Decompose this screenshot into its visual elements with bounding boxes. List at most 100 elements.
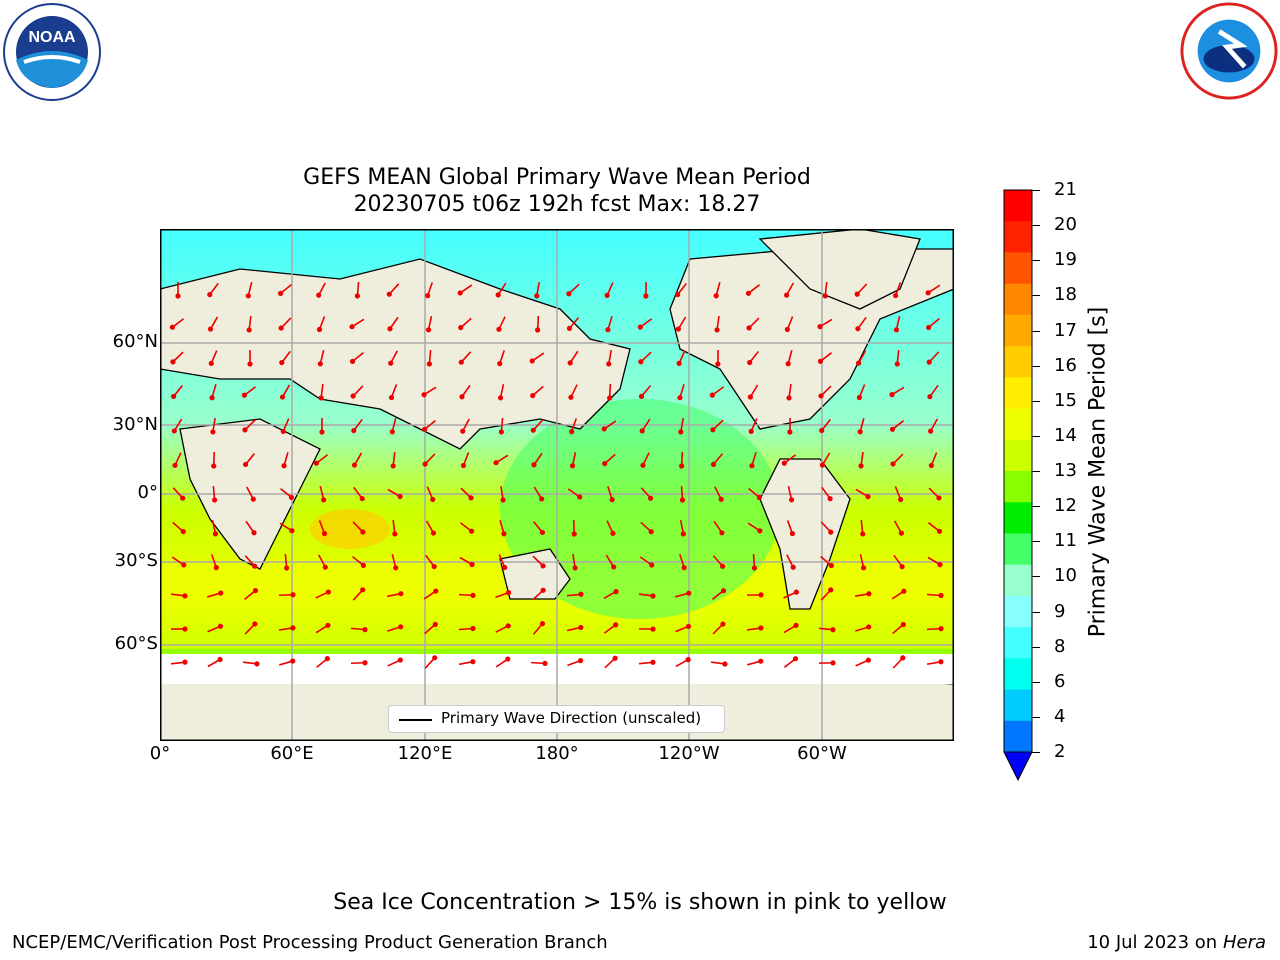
- wave-arrow-head: [938, 626, 944, 632]
- colorbar-swatch: [1004, 283, 1032, 316]
- wave-arrow-head: [569, 429, 575, 435]
- wave-arrow-head: [790, 564, 796, 570]
- wave-arrow-head: [539, 529, 546, 536]
- wave-arrow-head: [788, 497, 795, 503]
- colorbar-tick-label: 16: [1054, 354, 1077, 376]
- colorbar-tick-label: 6: [1054, 670, 1066, 692]
- legend-line-sample: [399, 719, 432, 721]
- wave-arrow-head: [171, 428, 177, 434]
- wave-arrow-head: [325, 622, 331, 628]
- wave-arrow-head: [926, 324, 932, 331]
- wave-arrow-head: [252, 621, 258, 627]
- colorbar-tick-label: 19: [1054, 249, 1077, 271]
- lat-label-60s: 60°S: [114, 633, 158, 654]
- wave-arrow-head: [180, 495, 186, 501]
- wave-arrow-head: [388, 394, 395, 401]
- wave-arrow-head: [360, 529, 366, 535]
- wave-arrow-head: [242, 427, 248, 433]
- wave-arrow-head: [182, 659, 188, 665]
- wave-arrow-head: [893, 327, 900, 333]
- wave-arrow-head: [426, 361, 432, 367]
- wave-arrow-head: [175, 293, 181, 299]
- wave-arrow-head: [501, 531, 507, 537]
- noaa-logo: NOAA: [3, 3, 101, 101]
- wave-arrow-head: [539, 621, 546, 627]
- wave-arrow-head: [350, 393, 356, 399]
- wave-arrow-head: [539, 496, 545, 502]
- wave-arrow-head: [469, 561, 475, 568]
- wave-arrow-head: [242, 461, 249, 468]
- wave-arrow-head: [856, 394, 862, 401]
- wave-arrow-head: [640, 462, 646, 468]
- wave-arrow-head: [679, 463, 685, 469]
- wave-arrow-head: [288, 494, 295, 501]
- colorbar-swatch: [1004, 471, 1032, 503]
- wave-arrow-head: [613, 622, 619, 628]
- wave-arrow-head: [421, 426, 428, 433]
- wave-arrow-head: [495, 292, 501, 298]
- colorbar-swatch: [1004, 720, 1032, 753]
- wave-arrow-head: [855, 326, 861, 332]
- wave-arrow-head: [207, 291, 213, 298]
- wave-arrow-head: [284, 565, 290, 571]
- wave-arrow-head: [251, 530, 257, 536]
- wave-arrow-head: [611, 564, 617, 570]
- legend-label: Primary Wave Direction (unscaled): [441, 709, 702, 727]
- wave-arrow-head: [277, 290, 284, 297]
- colorbar-swatch: [1004, 346, 1032, 378]
- wave-arrow-head: [722, 661, 728, 667]
- colorbar-swatch: [1004, 221, 1032, 253]
- colorbar-tick-mark: [1032, 435, 1040, 437]
- wave-arrow-head: [432, 621, 438, 628]
- wave-arrow-head: [650, 659, 656, 665]
- colorbar-tick-label: 10: [1054, 565, 1077, 587]
- wave-arrow-head: [430, 496, 436, 503]
- wave-arrow-head: [349, 324, 355, 330]
- wave-arrow-head: [785, 361, 791, 367]
- wave-arrow-head: [359, 495, 365, 502]
- wave-arrow-head: [421, 392, 427, 398]
- wave-arrow-head: [180, 528, 186, 535]
- wave-arrow-head: [425, 293, 431, 299]
- wave-arrow-head: [749, 463, 755, 469]
- wave-arrow-head: [865, 494, 871, 500]
- wave-arrow-head: [675, 326, 681, 332]
- wave-arrow-head: [389, 429, 395, 435]
- wave-arrow-head: [281, 463, 287, 469]
- wave-arrow-head: [182, 626, 188, 632]
- wave-arrow-head: [388, 360, 394, 366]
- wave-arrow-head: [470, 592, 476, 598]
- wave-arrow-head: [638, 359, 644, 365]
- wave-arrow-head: [246, 327, 252, 333]
- lat-label-30s: 30°S: [114, 550, 158, 571]
- wave-arrow-head: [316, 292, 322, 298]
- wave-arrow-head: [757, 528, 763, 534]
- wave-arrow-head: [534, 293, 540, 299]
- wave-arrow-head: [866, 591, 872, 597]
- wave-arrow-head: [470, 659, 476, 665]
- wave-arrow-head: [530, 392, 536, 399]
- wave-arrow-head: [678, 429, 684, 435]
- wave-arrow-head: [856, 360, 862, 366]
- colorbar-tick-label: 8: [1054, 635, 1066, 657]
- colorbar-tick-label: 20: [1054, 214, 1077, 236]
- colorbar-tick-mark: [1032, 365, 1040, 367]
- wave-arrow-head: [677, 395, 683, 401]
- colorbar-swatch: [1004, 190, 1032, 222]
- wave-arrow-head: [460, 428, 466, 434]
- wave-arrow-head: [459, 394, 465, 400]
- wave-arrow-head: [531, 462, 537, 468]
- wave-arrow-head: [502, 564, 508, 571]
- wave-arrow-head: [280, 428, 286, 435]
- colorbar-swatch: [1004, 595, 1032, 628]
- wave-arrow-head: [360, 562, 367, 569]
- chart-title: GEFS MEAN Global Primary Wave Mean Perio…: [303, 165, 811, 190]
- wave-arrow-head: [719, 563, 726, 569]
- wave-arrow-head: [458, 359, 464, 365]
- wave-arrow-head: [505, 656, 511, 662]
- wave-arrow-head: [212, 531, 219, 537]
- wave-arrow-head: [858, 463, 864, 469]
- wave-arrow-head: [606, 361, 612, 367]
- wave-arrow-head: [496, 326, 502, 332]
- wave-arrow-head: [928, 428, 934, 434]
